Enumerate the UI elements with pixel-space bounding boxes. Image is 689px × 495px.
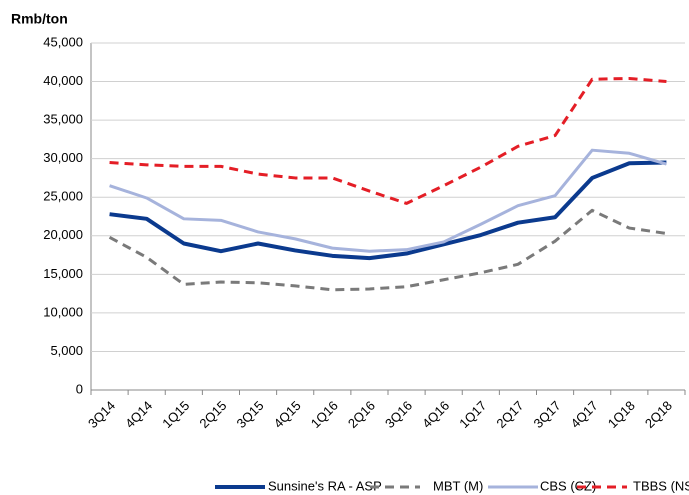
x-tick-label: 1Q16: [308, 398, 341, 431]
y-tick-label: 5,000: [50, 343, 83, 358]
x-tick-label: 2Q15: [196, 398, 229, 431]
chart-title: Rmb/ton: [11, 11, 68, 27]
x-tick-label: 3Q14: [85, 398, 118, 431]
legend-label: MBT (M): [433, 478, 483, 493]
legend-label: TBBS (NS): [633, 478, 689, 493]
x-tick-label: 3Q15: [234, 398, 267, 431]
y-tick-label: 20,000: [43, 227, 83, 242]
series-line: [109, 76, 667, 205]
y-tick-label: 15,000: [43, 266, 83, 281]
y-tick-label: 10,000: [43, 304, 83, 319]
y-tick-label: 45,000: [43, 34, 83, 49]
y-tick-label: 25,000: [43, 189, 83, 204]
x-tick-label: 1Q17: [456, 398, 489, 431]
x-tick-label: 3Q17: [531, 398, 564, 431]
series-line: [109, 148, 667, 253]
x-tick-label: 1Q15: [159, 398, 192, 431]
x-tick-label: 4Q16: [419, 398, 452, 431]
x-tick-label: 4Q17: [568, 398, 601, 431]
x-tick-label: 4Q14: [122, 398, 155, 431]
y-tick-label: 40,000: [43, 73, 83, 88]
legend-label: Sunsine's RA - ASP: [268, 478, 382, 493]
x-tick-label: 2Q18: [642, 398, 675, 431]
x-tick-label: 1Q18: [605, 398, 638, 431]
x-tick-label: 2Q17: [493, 398, 526, 431]
x-tick-label: 2Q16: [345, 398, 378, 431]
y-tick-label: 30,000: [43, 150, 83, 165]
series-line: [109, 160, 667, 261]
series-line: [108, 208, 667, 292]
y-tick-label: 35,000: [43, 112, 83, 127]
y-tick-label: 0: [76, 381, 83, 396]
x-tick-label: 3Q16: [382, 398, 415, 431]
x-tick-label: 4Q15: [271, 398, 304, 431]
legend-label: CBS (CZ): [540, 478, 596, 493]
